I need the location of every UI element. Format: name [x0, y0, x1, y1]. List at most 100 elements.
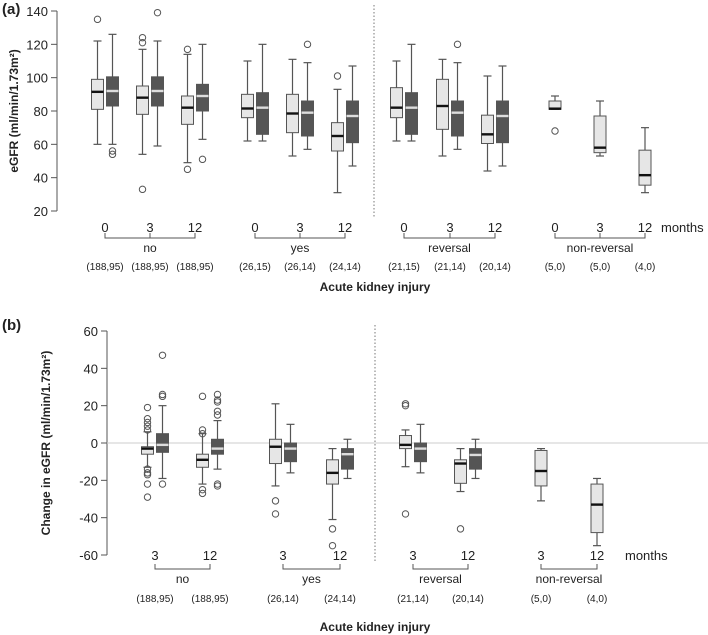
- y-tick-label: 120: [26, 37, 48, 52]
- x-tick-label: 3: [446, 220, 453, 235]
- box-iqr: [496, 100, 509, 144]
- outlier-point: [158, 392, 167, 401]
- outlier-point: [158, 351, 167, 359]
- outlier-point: [143, 469, 152, 477]
- outlier-point: [143, 403, 152, 412]
- group-label: reversal: [428, 241, 471, 255]
- box-dark: [341, 438, 354, 480]
- box-iqr: [534, 449, 548, 487]
- outlier-point: [143, 418, 152, 427]
- outlier-point: [328, 541, 337, 550]
- box-light: [241, 60, 254, 142]
- x-tick-label: 0: [400, 220, 407, 235]
- box-light: [548, 95, 562, 135]
- box-iqr: [451, 100, 464, 137]
- x-tick-label: 3: [596, 220, 603, 235]
- group-label: reversal: [419, 572, 462, 586]
- outlier-point: [198, 489, 207, 498]
- sample-count-label: (188,95): [176, 262, 213, 273]
- outlier-point: [158, 480, 167, 488]
- outlier-point: [153, 8, 162, 17]
- y-tick-label: 40: [84, 361, 98, 376]
- sample-count-label: (20,14): [479, 262, 511, 273]
- y-tick-label: 100: [26, 71, 48, 86]
- x-tick-label: 3: [537, 548, 544, 563]
- box-iqr: [399, 435, 412, 450]
- group-bracket: [412, 564, 469, 570]
- sample-count-label: (21,15): [388, 262, 420, 273]
- box-iqr: [284, 442, 297, 463]
- box-light: [454, 448, 467, 533]
- months-unit-label: months: [625, 548, 668, 563]
- box-light: [141, 403, 154, 501]
- x-axis-title: Acute kidney injury: [320, 620, 431, 634]
- group-label: non-reversal: [536, 572, 603, 586]
- sample-count-label: (188,95): [136, 594, 173, 605]
- box-iqr: [405, 92, 418, 135]
- x-tick-label: 12: [638, 220, 652, 235]
- y-tick-label: 0: [91, 436, 98, 451]
- group-reversal: 0 (21,15) 3 (21,14) 12 (20,14) reversal: [388, 40, 511, 273]
- x-tick-label: 3: [409, 548, 416, 563]
- outlier-point: [158, 390, 167, 399]
- box-iqr: [469, 448, 482, 470]
- sample-count-label: (21,14): [397, 594, 429, 605]
- sample-count-label: (5,0): [531, 594, 552, 605]
- group-no: 0 (188,95) 3 (188,95) 12 (188,95) no: [86, 8, 214, 273]
- box-light: [436, 58, 449, 157]
- outlier-point: [138, 33, 147, 42]
- group-reversal: 3 (21,14) 12 (20,14) reversal: [397, 400, 484, 605]
- box-light: [390, 60, 403, 142]
- group-bracket: [554, 233, 646, 239]
- box-light: [326, 448, 339, 550]
- box-light: [331, 72, 344, 194]
- box-iqr: [156, 433, 169, 453]
- x-tick-label: 12: [333, 548, 347, 563]
- group-bracket: [540, 564, 598, 570]
- box-iqr: [181, 95, 194, 125]
- y-tick-label: 140: [26, 4, 48, 19]
- group-bracket: [403, 233, 496, 239]
- box-light: [286, 58, 299, 157]
- box-dark: [414, 423, 427, 474]
- group-non-reversal: 3 (5,0) 12 (4,0) non-reversal: [531, 448, 608, 605]
- outlier-point: [93, 15, 102, 24]
- outlier-point: [333, 72, 342, 80]
- sample-count-label: (4,0): [587, 594, 608, 605]
- box-iqr: [196, 83, 209, 112]
- outlier-point: [456, 525, 465, 533]
- outlier-point: [143, 480, 152, 488]
- box-iqr: [390, 87, 403, 119]
- box-dark: [405, 43, 418, 142]
- x-tick-label: 0: [101, 220, 108, 235]
- y-tick-label: 40: [34, 171, 48, 186]
- box-light: [91, 15, 104, 145]
- outlier-point: [328, 525, 337, 533]
- group-label: yes: [302, 572, 321, 586]
- sample-count-label: (5,0): [545, 262, 566, 273]
- outlier-point: [303, 40, 312, 49]
- outlier-point: [213, 480, 222, 488]
- outlier-point: [108, 150, 117, 159]
- box-iqr: [211, 438, 224, 455]
- group-non-reversal: 0 (5,0) 3 (5,0) 12 (4,0)non-reversal: [545, 95, 656, 273]
- x-tick-label: 12: [488, 220, 502, 235]
- box-iqr: [481, 114, 494, 144]
- outlier-point: [213, 396, 222, 404]
- group-label: non-reversal: [567, 241, 634, 255]
- box-dark: [284, 423, 297, 474]
- x-tick-label: 12: [461, 548, 475, 563]
- sample-count-label: (4,0): [635, 262, 656, 273]
- box-light: [399, 400, 412, 518]
- y-tick-label: 60: [84, 324, 98, 339]
- outlier-point: [213, 407, 222, 415]
- outlier-point: [108, 147, 117, 155]
- y-tick-label: 20: [34, 204, 48, 219]
- outlier-point: [143, 415, 152, 423]
- box-iqr: [346, 100, 359, 144]
- box-iqr: [341, 448, 354, 470]
- outlier-point: [198, 429, 207, 438]
- box-light: [269, 403, 282, 518]
- x-tick-label: 3: [146, 220, 153, 235]
